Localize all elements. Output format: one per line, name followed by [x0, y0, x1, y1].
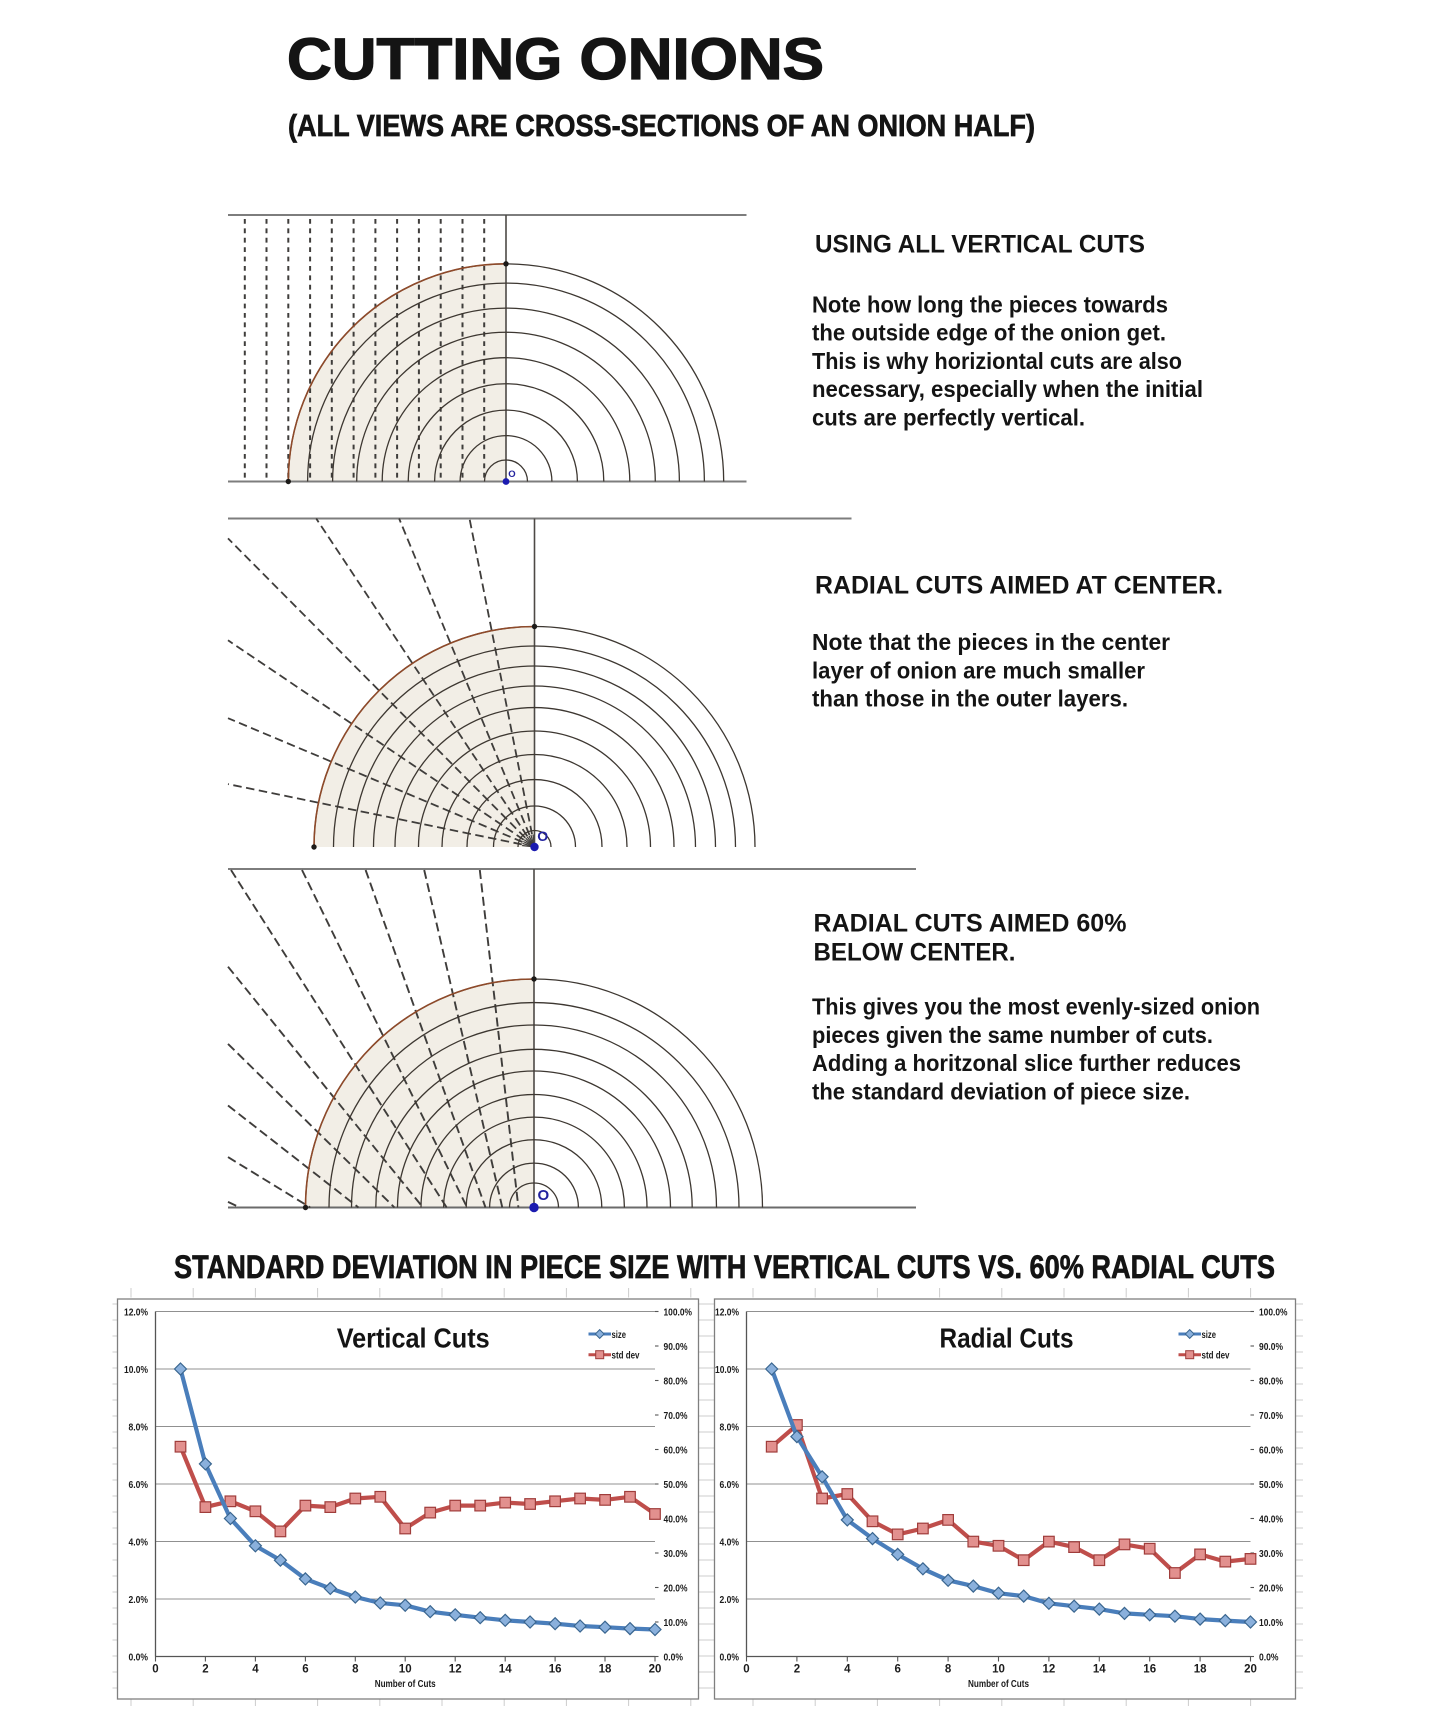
svg-text:0: 0 [743, 1664, 749, 1676]
svg-text:10.0%: 10.0% [1259, 1617, 1284, 1629]
svg-text:40.0%: 40.0% [1259, 1513, 1284, 1525]
svg-text:70.0%: 70.0% [1259, 1410, 1284, 1422]
svg-text:size: size [1202, 1330, 1217, 1341]
svg-text:4: 4 [844, 1664, 851, 1676]
svg-text:8.0%: 8.0% [129, 1421, 149, 1433]
svg-text:50.0%: 50.0% [1259, 1479, 1284, 1491]
svg-text:Vertical Cuts: Vertical Cuts [337, 1323, 490, 1354]
svg-text:pieces given the same number o: pieces given the same number of cuts. [812, 1022, 1213, 1048]
svg-text:Radial Cuts: Radial Cuts [940, 1323, 1074, 1354]
svg-text:RADIAL CUTS AIMED 60%: RADIAL CUTS AIMED 60% [814, 910, 1127, 938]
svg-text:std dev: std dev [1202, 1351, 1230, 1362]
svg-text:4.0%: 4.0% [129, 1536, 149, 1548]
svg-text:0.0%: 0.0% [720, 1651, 740, 1663]
svg-text:necessary, especially when the: necessary, especially when the initial [812, 376, 1203, 402]
svg-text:18: 18 [1194, 1664, 1207, 1676]
svg-text:0.0%: 0.0% [1259, 1651, 1279, 1663]
svg-text:BELOW CENTER.: BELOW CENTER. [814, 938, 1016, 966]
svg-text:12: 12 [1043, 1664, 1056, 1676]
svg-text:0.0%: 0.0% [664, 1651, 684, 1663]
svg-text:20.0%: 20.0% [664, 1582, 689, 1594]
svg-text:70.0%: 70.0% [664, 1410, 689, 1422]
svg-text:(ALL VIEWS ARE CROSS-SECTIONS: (ALL VIEWS ARE CROSS-SECTIONS OF AN ONIO… [288, 108, 1035, 143]
svg-text:8.0%: 8.0% [720, 1421, 740, 1433]
svg-text:10.0%: 10.0% [715, 1364, 740, 1376]
svg-text:Adding a horitzonal slice furt: Adding a horitzonal slice further reduce… [812, 1050, 1241, 1076]
svg-text:12: 12 [449, 1664, 462, 1676]
svg-text:STANDARD DEVIATION IN PIECE SI: STANDARD DEVIATION IN PIECE SIZE WITH VE… [174, 1249, 1275, 1285]
svg-text:10.0%: 10.0% [664, 1617, 689, 1629]
svg-text:90.0%: 90.0% [1259, 1341, 1284, 1353]
svg-text:60.0%: 60.0% [664, 1444, 689, 1456]
svg-text:10.0%: 10.0% [124, 1364, 149, 1376]
svg-text:6.0%: 6.0% [720, 1479, 740, 1491]
svg-text:This gives you the most evenly: This gives you the most evenly-sized oni… [812, 994, 1260, 1020]
svg-text:Number of Cuts: Number of Cuts [375, 1678, 436, 1690]
svg-text:14: 14 [1093, 1664, 1106, 1676]
svg-text:80.0%: 80.0% [664, 1375, 689, 1387]
svg-text:8: 8 [352, 1664, 359, 1676]
svg-text:8: 8 [945, 1664, 952, 1676]
svg-text:Number of Cuts: Number of Cuts [968, 1678, 1029, 1690]
svg-text:12.0%: 12.0% [124, 1306, 149, 1318]
svg-text:USING ALL VERTICAL CUTS: USING ALL VERTICAL CUTS [815, 230, 1145, 258]
svg-text:100.0%: 100.0% [664, 1306, 693, 1318]
svg-text:80.0%: 80.0% [1259, 1375, 1284, 1387]
svg-text:O: O [538, 1187, 550, 1204]
svg-text:20: 20 [649, 1664, 662, 1676]
svg-text:60.0%: 60.0% [1259, 1444, 1284, 1456]
svg-text:30.0%: 30.0% [1259, 1548, 1284, 1560]
svg-text:12.0%: 12.0% [715, 1306, 740, 1318]
svg-text:0.0%: 0.0% [129, 1651, 149, 1663]
svg-text:6.0%: 6.0% [129, 1479, 149, 1491]
svg-text:40.0%: 40.0% [664, 1513, 689, 1525]
svg-text:size: size [612, 1330, 627, 1341]
svg-text:std dev: std dev [612, 1351, 640, 1362]
svg-text:50.0%: 50.0% [664, 1479, 689, 1491]
svg-text:RADIAL CUTS AIMED AT CENTER.: RADIAL CUTS AIMED AT CENTER. [815, 571, 1223, 599]
svg-text:20.0%: 20.0% [1259, 1582, 1284, 1594]
svg-text:2.0%: 2.0% [720, 1594, 740, 1606]
svg-text:16: 16 [1143, 1664, 1156, 1676]
svg-text:than those in the outer layers: than those in the outer layers. [812, 686, 1128, 712]
svg-text:2: 2 [202, 1664, 208, 1676]
svg-text:O: O [508, 469, 515, 480]
svg-text:layer of onion are much smalle: layer of onion are much smaller [812, 657, 1145, 683]
svg-text:This is why horiziontal cuts a: This is why horiziontal cuts are also [812, 348, 1182, 374]
svg-text:O: O [537, 828, 548, 844]
svg-text:Note that the pieces in the ce: Note that the pieces in the center [812, 629, 1170, 655]
svg-text:cuts are perfectly vertical.: cuts are perfectly vertical. [812, 405, 1085, 431]
svg-text:90.0%: 90.0% [664, 1341, 689, 1353]
svg-text:14: 14 [499, 1664, 512, 1676]
svg-text:6: 6 [302, 1664, 308, 1676]
svg-text:Note how long the pieces towar: Note how long the pieces towards [812, 291, 1168, 317]
svg-text:2.0%: 2.0% [129, 1594, 149, 1606]
svg-text:30.0%: 30.0% [664, 1548, 689, 1560]
svg-text:10: 10 [399, 1664, 412, 1676]
svg-text:10: 10 [992, 1664, 1005, 1676]
svg-text:4.0%: 4.0% [720, 1536, 740, 1548]
svg-text:20: 20 [1244, 1664, 1257, 1676]
svg-text:the standard deviation of piec: the standard deviation of piece size. [812, 1078, 1190, 1104]
svg-text:6: 6 [894, 1664, 900, 1676]
svg-text:the outside edge of the onion: the outside edge of the onion get. [812, 320, 1166, 346]
svg-text:CUTTING ONIONS: CUTTING ONIONS [287, 27, 824, 92]
svg-text:4: 4 [252, 1664, 259, 1676]
svg-text:2: 2 [794, 1664, 800, 1676]
svg-text:0: 0 [152, 1664, 158, 1676]
svg-text:16: 16 [549, 1664, 562, 1676]
svg-text:18: 18 [599, 1664, 612, 1676]
svg-text:100.0%: 100.0% [1259, 1306, 1288, 1318]
